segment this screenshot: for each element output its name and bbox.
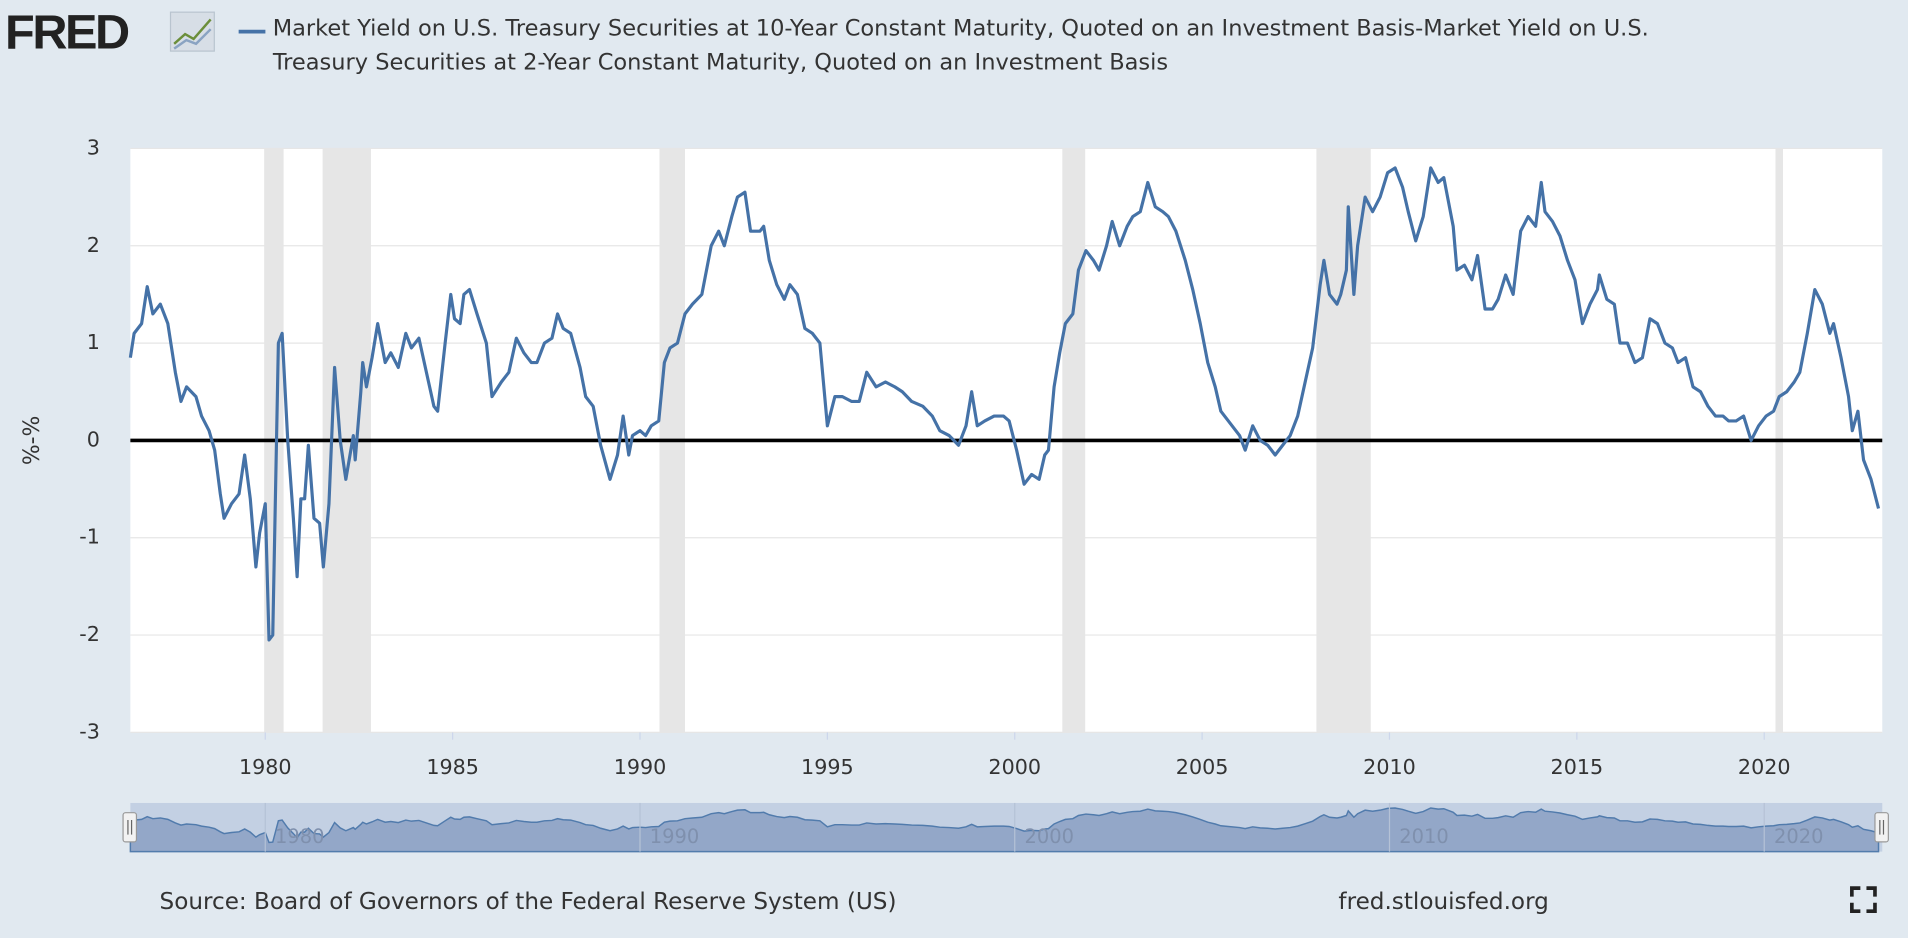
y-axis-label: %-% (20, 416, 45, 465)
y-tick-label: -3 (79, 719, 100, 743)
x-tick-label: 2005 (1176, 755, 1229, 779)
navigator-series: 1980 1990 2000 2010 2020 (129, 802, 1880, 853)
logo-icon (169, 11, 215, 52)
x-tick-label: 2020 (1738, 755, 1791, 779)
plot (128, 166, 1883, 642)
y-tick-label: -1 (79, 525, 100, 549)
navigator-tick-label: 2010 (1399, 825, 1449, 848)
x-tick-label: 1995 (801, 755, 854, 779)
navigator-tick-label: 1980 (275, 825, 325, 848)
navigator-tick-label: 1990 (650, 825, 700, 848)
navigator-handle-left[interactable] (122, 812, 138, 843)
source: Source: Board of Governors of the Federa… (160, 889, 897, 915)
site-link[interactable]: fred.stlouisfed.org (1338, 889, 1548, 915)
y-tick-label: 3 (87, 135, 100, 159)
grid: -3 -2 -1 0 1 2 3 1980 1985 1990 1995 2000 2005 2010 20… (79, 135, 1883, 779)
x-tick-label: 1985 (426, 755, 479, 779)
navigator-area (129, 807, 1880, 853)
x-tick-label: 1990 (614, 755, 667, 779)
y-tick-label: 2 (87, 233, 100, 257)
y-tick-label: 1 (87, 330, 100, 354)
x-tick-label: 2015 (1551, 755, 1604, 779)
logo: FRED (5, 6, 129, 60)
y-tick-label: 0 (87, 427, 100, 451)
fullscreen-button[interactable] (1850, 886, 1877, 914)
x-tick-label: 2000 (988, 755, 1041, 779)
x-tick-label: 1980 (239, 755, 292, 779)
navigator-handle-right[interactable] (1874, 812, 1889, 843)
navigator-tick-label: 2000 (1024, 825, 1074, 848)
legend-label: Market Yield on U.S. Treasury Securities… (272, 15, 1649, 76)
series-line (128, 166, 1881, 642)
x-tick-label: 2010 (1363, 755, 1416, 779)
navigator-tick-label: 2020 (1774, 825, 1824, 848)
legend-box: Market Yield on U.S. Treasury Securities… (272, 15, 1649, 76)
y-tick-label: -2 (79, 622, 100, 646)
